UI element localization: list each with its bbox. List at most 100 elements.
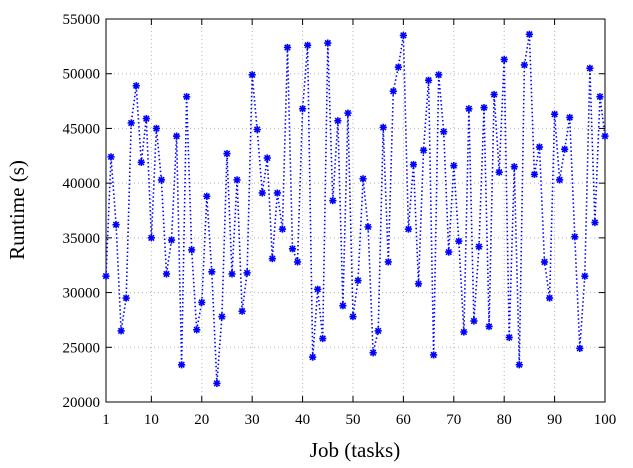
data-point (369, 349, 377, 357)
y-tick-label: 40000 (63, 176, 101, 192)
data-point (364, 223, 372, 231)
y-tick-label: 50000 (63, 67, 101, 83)
x-axis-title: Job (tasks) (310, 438, 400, 462)
data-point (490, 90, 498, 99)
data-point (394, 63, 402, 71)
data-point (455, 237, 463, 245)
data-point (152, 124, 161, 133)
data-point (293, 258, 302, 266)
x-tick-label: 1 (102, 412, 110, 428)
plot-frame (105, 18, 606, 403)
data-point (203, 192, 211, 200)
x-tick-label: 70 (446, 412, 461, 428)
data-point (399, 31, 407, 40)
y-tick-label: 30000 (63, 286, 101, 302)
data-point (268, 255, 276, 263)
data-point (283, 43, 292, 52)
data-point (127, 119, 135, 127)
x-tick-label: 20 (194, 412, 209, 428)
data-point (112, 221, 120, 229)
data-point (384, 258, 392, 266)
data-point (495, 168, 503, 176)
data-point (309, 353, 317, 361)
data-point (591, 218, 599, 227)
data-point (475, 243, 483, 251)
data-point (248, 71, 256, 79)
data-point (324, 39, 332, 47)
data-point (198, 298, 206, 307)
x-tick-label: 30 (245, 412, 260, 428)
data-point (102, 272, 110, 280)
data-point (561, 145, 569, 153)
data-point (137, 158, 145, 166)
data-point (208, 268, 216, 276)
runtime-series (102, 30, 609, 387)
data-point (500, 55, 508, 64)
data-point (349, 313, 357, 321)
data-point (419, 146, 428, 154)
data-point (223, 149, 231, 158)
data-point (183, 93, 191, 101)
series-markers (102, 30, 609, 387)
data-point (193, 326, 201, 334)
data-point (545, 294, 554, 302)
data-point (571, 233, 579, 241)
data-point (374, 327, 382, 335)
data-point (278, 225, 287, 233)
data-point (470, 317, 478, 325)
data-point (515, 361, 523, 369)
data-point (162, 270, 171, 278)
data-point (566, 113, 574, 122)
data-point (586, 64, 594, 72)
data-point (218, 313, 226, 321)
data-point (520, 61, 528, 69)
data-point (485, 322, 493, 331)
data-point (596, 93, 604, 101)
data-point (601, 132, 609, 140)
x-tick-label: 80 (497, 412, 512, 428)
x-tick-label: 60 (396, 412, 411, 428)
data-point (243, 269, 251, 277)
data-point (576, 344, 584, 352)
y-tick-label: 45000 (63, 121, 101, 137)
data-point (430, 351, 438, 359)
y-tick-label: 25000 (63, 340, 101, 356)
data-point (314, 285, 322, 293)
x-tick-label: 50 (345, 412, 360, 428)
data-point (213, 379, 221, 387)
x-tick-label: 40 (295, 412, 310, 428)
data-point (334, 117, 342, 125)
data-point (319, 334, 327, 343)
data-point (359, 175, 367, 183)
data-point (414, 280, 423, 288)
data-point (253, 125, 261, 134)
data-point (329, 197, 337, 205)
data-point (505, 333, 513, 342)
data-point (409, 160, 418, 169)
data-point (117, 327, 125, 335)
data-point (354, 276, 362, 285)
data-point (404, 225, 413, 233)
data-point (581, 272, 589, 280)
data-point (167, 236, 176, 244)
data-point (440, 128, 448, 136)
y-tick-label: 55000 (63, 12, 101, 28)
data-point (530, 170, 539, 178)
x-tick-label: 90 (547, 412, 562, 428)
data-point (233, 176, 241, 184)
y-tick-label: 35000 (63, 231, 101, 247)
data-point (556, 176, 564, 184)
data-point (147, 234, 155, 242)
data-point (339, 302, 347, 310)
series-line (105, 34, 606, 384)
data-point (304, 41, 312, 49)
data-point (142, 114, 150, 123)
data-point (480, 104, 488, 112)
data-point (178, 361, 186, 369)
data-point (465, 105, 473, 113)
data-point (445, 248, 453, 256)
data-point (188, 246, 196, 254)
data-point (288, 245, 297, 253)
data-point (263, 154, 271, 162)
